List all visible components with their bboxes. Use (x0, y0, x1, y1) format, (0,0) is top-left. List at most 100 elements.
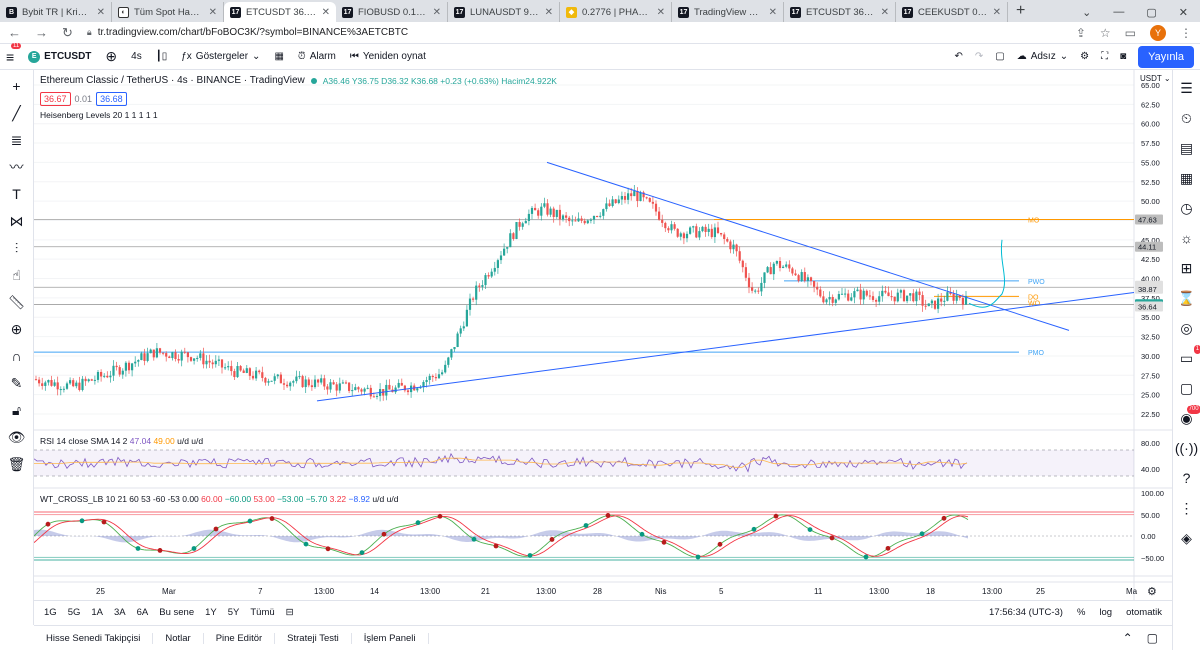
tab-stock-screener[interactable]: Hisse Senedi Takipçisi (34, 632, 154, 644)
broadcast-icon[interactable]: ((·)) (1174, 440, 1199, 456)
browser-tab[interactable]: ◆ 0.2776 | PHAUSDT | ✕ (560, 2, 672, 22)
eye-icon[interactable]: 👁︎ (7, 429, 26, 445)
close-icon[interactable]: ✕ (208, 6, 217, 18)
screener-icon[interactable]: ⊞ (1180, 260, 1193, 276)
kebab-menu-icon[interactable]: ⋮ (1180, 25, 1192, 40)
ideas-icon[interactable]: ☼ (1180, 230, 1193, 246)
range-5y[interactable]: 5Y (227, 607, 240, 618)
layout-name-button[interactable]: ☁︎ Adsız ⌄ (1017, 51, 1068, 62)
lock-icon[interactable]: 🔓︎ (11, 402, 22, 418)
range-all[interactable]: Tümü (250, 607, 275, 618)
camera-icon[interactable]: ◙ (1120, 51, 1127, 62)
back-arrow-icon[interactable]: ← (8, 25, 21, 40)
magnet-icon[interactable]: ∩ (11, 348, 22, 364)
range-6m[interactable]: 6A (136, 607, 149, 618)
browser-tab[interactable]: 17 FIOBUSD 0.1218 ▲ +2. ✕ (336, 2, 448, 22)
close-icon[interactable]: ✕ (544, 6, 553, 18)
auto-toggle[interactable]: otomatik (1126, 607, 1162, 618)
pencil-lock-icon[interactable]: ✎ (10, 375, 23, 391)
text-icon[interactable]: T (12, 186, 21, 202)
collapse-panel-icon[interactable]: ⌃ (1122, 631, 1133, 645)
brush-icon[interactable]: 〰 (9, 159, 24, 175)
candle-type-icon[interactable]: ┃▯ (155, 51, 168, 62)
lock-icon[interactable]: 🔒︎ (86, 27, 92, 37)
notifications-icon[interactable]: ◉ 700 (1180, 405, 1200, 426)
log-toggle[interactable]: log (1099, 607, 1113, 618)
time-axis[interactable]: 2125Mar713:001413:002113:0028Nis51113:00… (34, 581, 1172, 598)
close-icon[interactable]: ✕ (992, 6, 1001, 18)
horizontal-lines-icon[interactable]: ≣ (10, 132, 23, 148)
streams-icon[interactable]: ◎ (1180, 320, 1193, 336)
clock[interactable]: 17:56:34 (UTC-3) (989, 607, 1063, 618)
data-window-icon[interactable]: ▤ (1179, 140, 1194, 156)
maximize-panel-icon[interactable]: ▢ (1146, 631, 1158, 645)
interval-button[interactable]: 4s (131, 51, 142, 62)
close-window-button[interactable]: ✕ (1178, 6, 1188, 19)
range-ytd[interactable]: Bu sene (159, 607, 195, 618)
indicators-button[interactable]: ƒx Göstergeler ⌄ (181, 51, 260, 62)
percent-toggle[interactable]: % (1076, 607, 1086, 618)
browser-tab[interactable]: ◐ Tüm Spot Hacim Verik ✕ (112, 2, 224, 22)
range-5d[interactable]: 5G (67, 607, 81, 618)
messages-icon[interactable]: ▢ (1179, 380, 1194, 396)
close-icon[interactable]: ✕ (432, 6, 441, 18)
tab-pine-editor[interactable]: Pine Editör (204, 632, 276, 644)
close-icon[interactable]: ✕ (880, 6, 889, 18)
browser-tab[interactable]: 17 ETCUSDT 36.68 ▼ −2. ✕ (784, 2, 896, 22)
browser-tab-active[interactable]: 17 ETCUSDT 36.68 ▼ −2. ✕ (224, 2, 336, 22)
tab-notes[interactable]: Notlar (153, 632, 204, 644)
gesture-icon[interactable]: ☝︎ (12, 267, 21, 283)
calendar-icon[interactable]: ◷ (1180, 200, 1193, 216)
hotlist-icon[interactable]: ⌛ (1177, 290, 1196, 306)
tab-trading-panel[interactable]: İşlem Paneli (352, 632, 429, 644)
range-3m[interactable]: 3A (114, 607, 126, 618)
watchlist-icon[interactable]: ☰ (1180, 80, 1193, 96)
layout-icon[interactable]: ▢ (995, 51, 1005, 62)
pattern-icon[interactable]: ⋈ (9, 213, 24, 229)
replay-button[interactable]: ⏮︎ Yeniden oynat (350, 51, 426, 62)
crosshair-icon[interactable]: + (12, 78, 21, 94)
minimize-button[interactable]: — (1113, 6, 1125, 18)
bars-icon[interactable]: ⋮ (1179, 500, 1194, 516)
symbol-search[interactable]: E ETCUSDT (28, 50, 91, 63)
alarm-button[interactable]: ⏰︎ Alarm (298, 51, 336, 62)
tab-search-button[interactable]: ⌄ (1082, 6, 1092, 19)
help-icon[interactable]: ? (1182, 470, 1191, 486)
redo-icon[interactable]: ↷ (974, 51, 984, 62)
undo-icon[interactable]: ↶ (954, 51, 963, 62)
reload-icon[interactable]: ↻ (62, 24, 73, 40)
templates-icon[interactable]: ▦ (274, 51, 284, 62)
ruler-icon[interactable]: 📏︎ (7, 294, 26, 310)
browser-tab[interactable]: 17 TradingView – Tüm Pi ✕ (672, 2, 784, 22)
range-1d[interactable]: 1G (44, 607, 57, 618)
close-icon[interactable]: ✕ (96, 6, 105, 18)
close-icon[interactable]: ✕ (321, 6, 330, 18)
chat-icon[interactable]: ▭ 1 (1179, 345, 1200, 366)
close-icon[interactable]: ✕ (768, 6, 777, 18)
browser-tab[interactable]: 17 LUNAUSDT 95.93 ▲ + ✕ (448, 2, 560, 22)
url-field[interactable]: 🔒︎ tr.tradingview.com/chart/bFoBOC3K/?sy… (87, 24, 1062, 42)
forecast-icon[interactable]: ⫶ (14, 240, 19, 256)
add-symbol-icon[interactable]: ⊕ (105, 48, 118, 64)
layers-icon[interactable]: ◈ (1181, 530, 1192, 546)
sidebar-icon[interactable]: ▭ (1124, 25, 1136, 40)
trash-icon[interactable]: 🗑︎ (7, 456, 26, 472)
news-icon[interactable]: ▦ (1179, 170, 1194, 186)
alerts-icon[interactable]: ⏲ (1181, 110, 1192, 126)
sell-price-button[interactable]: 36.67 (40, 92, 71, 106)
price-axis[interactable]: USDT ⌄65.00 62.50 60.00 57.50 55.00 52.50 50.0… (1135, 74, 1171, 419)
range-1y[interactable]: 1Y (205, 607, 217, 618)
new-tab-button[interactable]: + (1016, 2, 1026, 19)
trend-line-icon[interactable]: ╱ (12, 105, 21, 121)
zoom-in-icon[interactable]: ⊕ (10, 321, 23, 337)
share-icon[interactable]: ⇪ (1075, 25, 1086, 40)
browser-tab[interactable]: 17 CEEKUSDT 0.49357 ▲ ✕ (896, 2, 1008, 22)
forward-arrow-icon[interactable]: → (35, 25, 48, 40)
range-1m[interactable]: 1A (91, 607, 103, 618)
avatar[interactable]: Y (1150, 24, 1166, 41)
hamburger-menu-icon[interactable]: ≡ 11 (6, 42, 22, 65)
settings-gear-icon[interactable]: ⚙ (1080, 51, 1090, 62)
goto-date-icon[interactable]: ⊟ (285, 607, 294, 618)
browser-tab[interactable]: B Bybit TR | Kripto Para ✕ (0, 2, 112, 22)
